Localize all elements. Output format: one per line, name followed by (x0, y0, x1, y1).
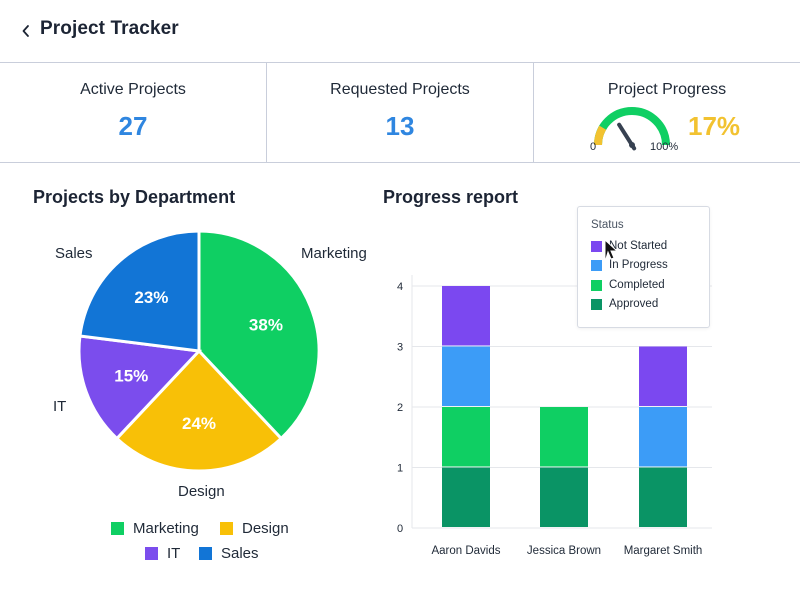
y-tick-label-0: 0 (397, 523, 403, 535)
pie-slice-marketing[interactable] (197, 229, 321, 441)
legend-swatch-approved (591, 298, 602, 310)
pie-slice-sales[interactable] (78, 229, 201, 353)
active-projects-value: 27 (118, 111, 148, 141)
pie-label-it: IT (53, 398, 67, 415)
pie-label-marketing: Marketing (301, 245, 367, 262)
department-pie-chart: 38% 24% 15% 23% (77, 229, 321, 473)
pie-legend-design[interactable]: Design (220, 520, 289, 537)
requested-projects-card: Requested Projects 13 (267, 63, 534, 162)
pie-value-label-it: 15% (114, 366, 148, 385)
bar-aaron-davids-approved[interactable] (442, 467, 490, 528)
bar-aaron-davids-not-started[interactable] (442, 286, 490, 346)
pie-slice-it[interactable] (77, 334, 203, 441)
bar-margaret-smith-approved[interactable] (639, 467, 687, 528)
back-button[interactable] (16, 19, 36, 43)
page-title: Project Tracker (40, 18, 179, 39)
legend-item-completed[interactable]: Completed (591, 279, 665, 291)
chevron-left-icon (22, 25, 29, 37)
legend-item-in-progress[interactable]: In Progress (591, 259, 668, 271)
legend-label-in-progress: In Progress (609, 259, 668, 271)
bar-chart-title: Progress report (383, 187, 519, 207)
y-tick-label-3: 3 (397, 342, 403, 354)
legend-label-marketing: Marketing (133, 520, 199, 537)
bar-jessica-brown-approved[interactable] (540, 467, 588, 528)
legend-label-it: IT (167, 545, 181, 562)
legend-swatch-design (220, 522, 233, 535)
legend-label-sales: Sales (221, 545, 259, 562)
stats-row: Active Projects 27 Requested Projects 13… (0, 62, 800, 163)
bar-aaron-davids-completed[interactable] (442, 407, 490, 467)
gauge-fill (593, 125, 607, 146)
status-legend: Status Not Started In Progress Completed… (577, 206, 710, 328)
legend-swatch-it (145, 547, 158, 560)
legend-swatch-completed (591, 279, 602, 291)
x-tick-label-aaron-davids: Aaron Davids (431, 545, 500, 557)
legend-label-approved: Approved (609, 298, 659, 310)
legend-swatch-marketing (111, 522, 124, 535)
x-tick-label-margaret-smith: Margaret Smith (624, 545, 703, 557)
pie-label-sales: Sales (55, 245, 93, 262)
x-tick-label-jessica-brown: Jessica Brown (527, 545, 601, 557)
legend-swatch-in-progress (591, 259, 602, 271)
app-header: Project Tracker (0, 0, 800, 62)
y-tick-label-2: 2 (397, 402, 403, 414)
y-tick-label-4: 4 (397, 281, 403, 293)
legend-label-completed: Completed (609, 279, 665, 291)
bar-margaret-smith-not-started[interactable] (639, 346, 687, 407)
pie-slice-design[interactable] (114, 348, 284, 473)
progress-bar-chart: 0 1 2 3 4 Aaron Davids Jessica Brown Margaret S… (397, 275, 712, 557)
legend-item-approved[interactable]: Approved (591, 298, 658, 310)
project-progress-card: Project Progress 0 100% 17% (534, 63, 800, 162)
active-projects-label: Active Projects (80, 81, 186, 98)
gauge-max-label: 100% (650, 141, 679, 153)
gauge-min-label: 0 (590, 141, 597, 153)
pie-value-label-sales: 23% (134, 288, 168, 307)
pie-value-label-design: 24% (182, 414, 216, 433)
project-progress-label: Project Progress (607, 81, 727, 98)
pie-value-label-marketing: 38% (249, 316, 283, 335)
bar-aaron-davids-in-progress[interactable] (442, 346, 490, 407)
pie-label-design: Design (178, 483, 225, 500)
legend-label-design: Design (242, 520, 289, 537)
bar-margaret-smith-in-progress[interactable] (639, 407, 687, 467)
status-legend-title: Status (591, 219, 624, 231)
legend-swatch-sales (199, 547, 212, 560)
progress-gauge (590, 107, 674, 157)
legend-item-not-started[interactable]: Not Started (591, 240, 667, 252)
y-tick-label-1: 1 (397, 463, 403, 475)
active-projects-card: Active Projects 27 (0, 63, 267, 162)
requested-projects-label: Requested Projects (330, 81, 470, 98)
legend-swatch-not-started (591, 240, 602, 252)
pie-chart-title: Projects by Department (33, 187, 236, 207)
gauge-pivot (629, 142, 635, 148)
project-progress-value: 17% (688, 111, 741, 141)
legend-label-not-started: Not Started (609, 240, 668, 252)
bar-jessica-brown-completed[interactable] (540, 407, 588, 467)
pie-legend-marketing[interactable]: Marketing (111, 520, 199, 537)
pie-legend-it[interactable]: IT (145, 545, 180, 562)
requested-projects-value: 13 (385, 111, 415, 141)
pie-legend-sales[interactable]: Sales (199, 545, 259, 562)
gauge-track (594, 107, 670, 146)
